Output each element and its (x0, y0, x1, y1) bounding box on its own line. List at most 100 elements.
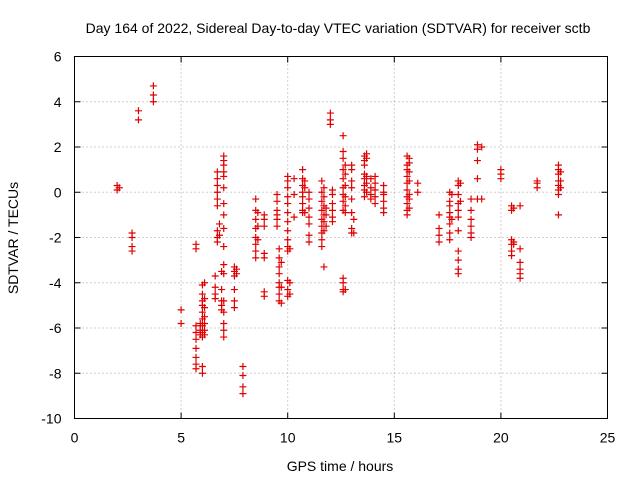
data-point (192, 245, 200, 253)
data-point (252, 247, 260, 255)
data-point (363, 188, 371, 196)
data-point (198, 369, 206, 377)
y-tick-label: -10 (41, 411, 61, 427)
data-point (341, 202, 349, 210)
data-point (275, 290, 283, 298)
data-point (277, 283, 285, 291)
data-point (405, 159, 413, 167)
data-point (220, 184, 228, 192)
data-point (290, 213, 298, 221)
x-axis-label: GPS time / hours (287, 458, 394, 474)
chart-title: Day 164 of 2022, Sidereal Day-to-day VTE… (86, 20, 591, 36)
data-point (454, 227, 462, 235)
data-point (322, 211, 330, 219)
data-point (284, 177, 292, 185)
data-point (192, 335, 200, 343)
data-point (454, 247, 462, 255)
data-point (554, 191, 562, 199)
data-point (473, 175, 481, 183)
y-tick-label: -4 (49, 275, 62, 291)
data-point (213, 227, 221, 235)
y-tick-label: 4 (54, 94, 62, 110)
data-point (213, 238, 221, 246)
data-point (149, 91, 157, 99)
data-point (275, 254, 283, 262)
data-point (230, 304, 238, 312)
data-point (363, 172, 371, 180)
data-point (367, 175, 375, 183)
data-point (318, 206, 326, 214)
x-tick-label: 5 (177, 430, 185, 446)
data-point (339, 197, 347, 205)
data-point (454, 256, 462, 264)
x-tick-label: 20 (493, 430, 509, 446)
data-point (218, 286, 226, 294)
data-point (467, 195, 475, 203)
data-point (260, 292, 268, 300)
data-point (435, 224, 443, 232)
data-point (254, 209, 262, 217)
data-point (360, 161, 368, 169)
data-point (215, 231, 223, 239)
data-point (456, 179, 464, 187)
data-point (260, 215, 268, 223)
data-point (213, 188, 221, 196)
data-point (115, 184, 123, 192)
data-point (177, 306, 185, 314)
grid (74, 56, 608, 419)
data-point (299, 193, 307, 201)
data-point (510, 204, 518, 212)
y-tick-label: -2 (49, 230, 62, 246)
data-point (348, 209, 356, 217)
data-point (371, 172, 379, 180)
data-point (220, 224, 228, 232)
data-point (290, 175, 298, 183)
data-point (348, 195, 356, 203)
data-point (220, 261, 228, 269)
data-point (201, 313, 209, 321)
data-point (233, 270, 241, 278)
data-point (533, 184, 541, 192)
data-point (448, 215, 456, 223)
data-point (341, 286, 349, 294)
plot-frame (74, 56, 608, 419)
data-point (371, 186, 379, 194)
data-point (339, 148, 347, 156)
data-point (341, 161, 349, 169)
data-point (403, 211, 411, 219)
data-point (134, 116, 142, 124)
data-point (380, 209, 388, 217)
data-point (305, 195, 313, 203)
data-point (454, 191, 462, 199)
data-point (192, 322, 200, 330)
data-point (198, 308, 206, 316)
data-point (220, 308, 228, 316)
data-point (134, 107, 142, 115)
data-point (318, 236, 326, 244)
data-point (192, 329, 200, 337)
data-point (305, 231, 313, 239)
data-point (348, 177, 356, 185)
data-point (211, 295, 219, 303)
data-point (473, 157, 481, 165)
data-point (328, 200, 336, 208)
data-point (273, 215, 281, 223)
data-point (371, 179, 379, 187)
data-point (446, 202, 454, 210)
data-point (252, 254, 260, 262)
data-point (252, 215, 260, 223)
data-point (284, 209, 292, 217)
data-point (220, 172, 228, 180)
data-point (201, 319, 209, 327)
data-point (301, 184, 309, 192)
data-point (275, 270, 283, 278)
data-point (284, 184, 292, 192)
data-point (201, 295, 209, 303)
data-point (380, 181, 388, 189)
data-point (363, 179, 371, 187)
data-point (478, 143, 486, 151)
data-point (220, 243, 228, 251)
data-point (510, 240, 518, 248)
data-point (414, 188, 422, 196)
